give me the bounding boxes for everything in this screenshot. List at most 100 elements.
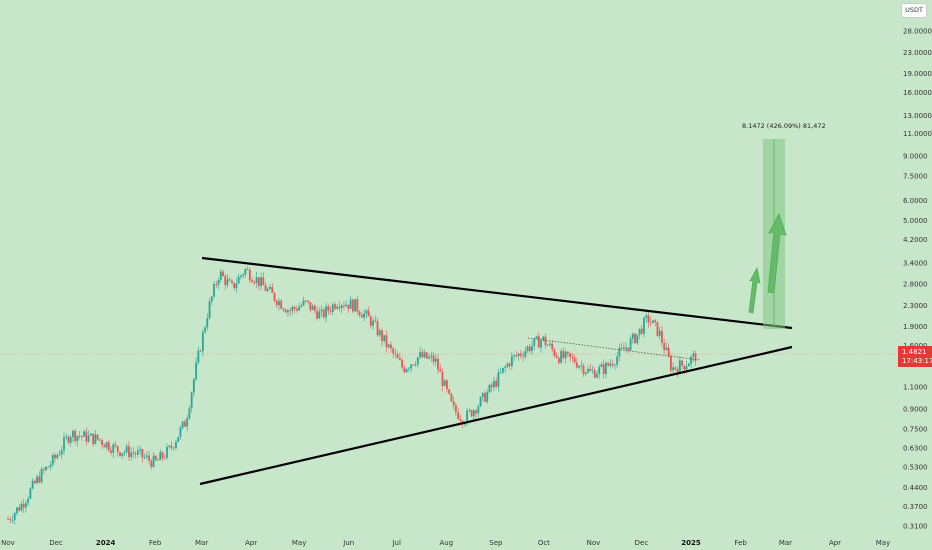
candle-body [74, 430, 77, 442]
candle-body [504, 366, 507, 368]
candle-body [248, 269, 251, 281]
candle-body [459, 419, 462, 421]
candle-body [9, 519, 12, 521]
candle-body [432, 355, 435, 362]
candle-body [210, 296, 213, 302]
candle-body [434, 358, 437, 362]
candle-body [656, 321, 659, 336]
candle-body [690, 356, 692, 364]
candle-body [54, 454, 56, 459]
x-tick-label: Dec [49, 539, 63, 547]
candle-body [490, 384, 493, 388]
candle-body [367, 310, 370, 317]
x-tick-label: 2024 [96, 539, 116, 547]
candle-body [101, 440, 103, 445]
x-tick-label: Mar [195, 539, 208, 547]
candle-body [369, 316, 372, 326]
large-arrow-icon [767, 212, 787, 294]
candle-body [468, 410, 471, 411]
dotted-trendline[interactable] [527, 337, 701, 361]
candle-body [69, 437, 72, 443]
y-tick-label: 5.0000 [903, 217, 928, 225]
candle-body [634, 333, 636, 344]
candle-body [374, 320, 377, 322]
candle-body [533, 338, 536, 346]
candle-body [343, 305, 345, 307]
candle-body [58, 454, 61, 456]
candle-body [551, 343, 554, 350]
candle-body [396, 354, 399, 359]
candle-body [381, 330, 383, 342]
candle-body [325, 306, 327, 318]
x-tick-label: Apr [829, 539, 841, 547]
candle-body [16, 507, 18, 514]
candle-body [669, 356, 672, 371]
candle-body [425, 352, 428, 359]
candle-body [542, 336, 545, 341]
candle-body [614, 364, 616, 366]
candle-body [217, 280, 220, 285]
candle-body [448, 389, 451, 394]
y-tick-label: 2.8000 [903, 281, 928, 289]
candle-body [228, 279, 231, 281]
candle-body [625, 347, 627, 350]
candle-body [336, 306, 339, 309]
candle-body [466, 410, 468, 424]
candle-body [266, 288, 269, 291]
candle-body [645, 315, 648, 319]
currency-selector[interactable]: USDT [901, 3, 927, 18]
candle-body [195, 362, 198, 380]
candle-body [392, 348, 395, 354]
candle-body [85, 431, 88, 442]
candle-body [33, 480, 36, 483]
candle-body [515, 355, 518, 356]
candle-body [544, 336, 547, 346]
x-tick-label: Nov [1, 539, 15, 547]
candle-body [179, 427, 182, 437]
candle-body [338, 306, 341, 309]
candle-body [587, 368, 589, 373]
x-tick-label: Oct [538, 539, 550, 547]
y-axis[interactable]: 28.0000 23.0000 19.0000 16.0000 13.0000 11.00… [903, 28, 932, 531]
candle-body [331, 304, 334, 312]
candle-body [72, 430, 74, 438]
y-tick-label: 0.9000 [903, 405, 928, 413]
lower-trendline[interactable] [199, 345, 793, 486]
candle-body [537, 336, 540, 348]
candle-body [428, 357, 430, 359]
candle-body [441, 371, 444, 386]
x-tick-label: Sep [489, 539, 503, 547]
candle-body [558, 357, 560, 363]
candle-body [497, 372, 500, 387]
last-price-value: 1.4821 [902, 348, 927, 356]
candle-body [513, 355, 516, 357]
candle-body [27, 498, 30, 503]
candle-body [678, 360, 681, 374]
candle-body [694, 353, 697, 361]
x-axis[interactable]: Nov Dec 2024 Feb Mar Apr May Jun Jul Aug Sep Oct Nov… [1, 539, 890, 547]
candle-body [163, 457, 166, 459]
upper-trendline[interactable] [201, 256, 793, 330]
candle-body [484, 392, 486, 402]
y-tick-label: 9.0000 [903, 152, 928, 160]
candle-body [63, 437, 65, 451]
candle-body [638, 328, 641, 335]
candle-body [42, 469, 45, 471]
candle-body [510, 356, 513, 366]
candle-body [242, 274, 245, 276]
candle-body [87, 435, 90, 442]
candle-body [170, 445, 173, 448]
candle-body [566, 351, 569, 354]
candle-body [278, 300, 280, 306]
candle-body [531, 345, 533, 352]
candle-body [22, 503, 25, 508]
candle-body [378, 330, 381, 336]
candle-body [622, 347, 625, 350]
candle-body [289, 310, 292, 312]
candle-body [560, 351, 563, 363]
candle-body [47, 466, 50, 468]
candle-body [573, 357, 576, 363]
candle-body [257, 277, 260, 286]
